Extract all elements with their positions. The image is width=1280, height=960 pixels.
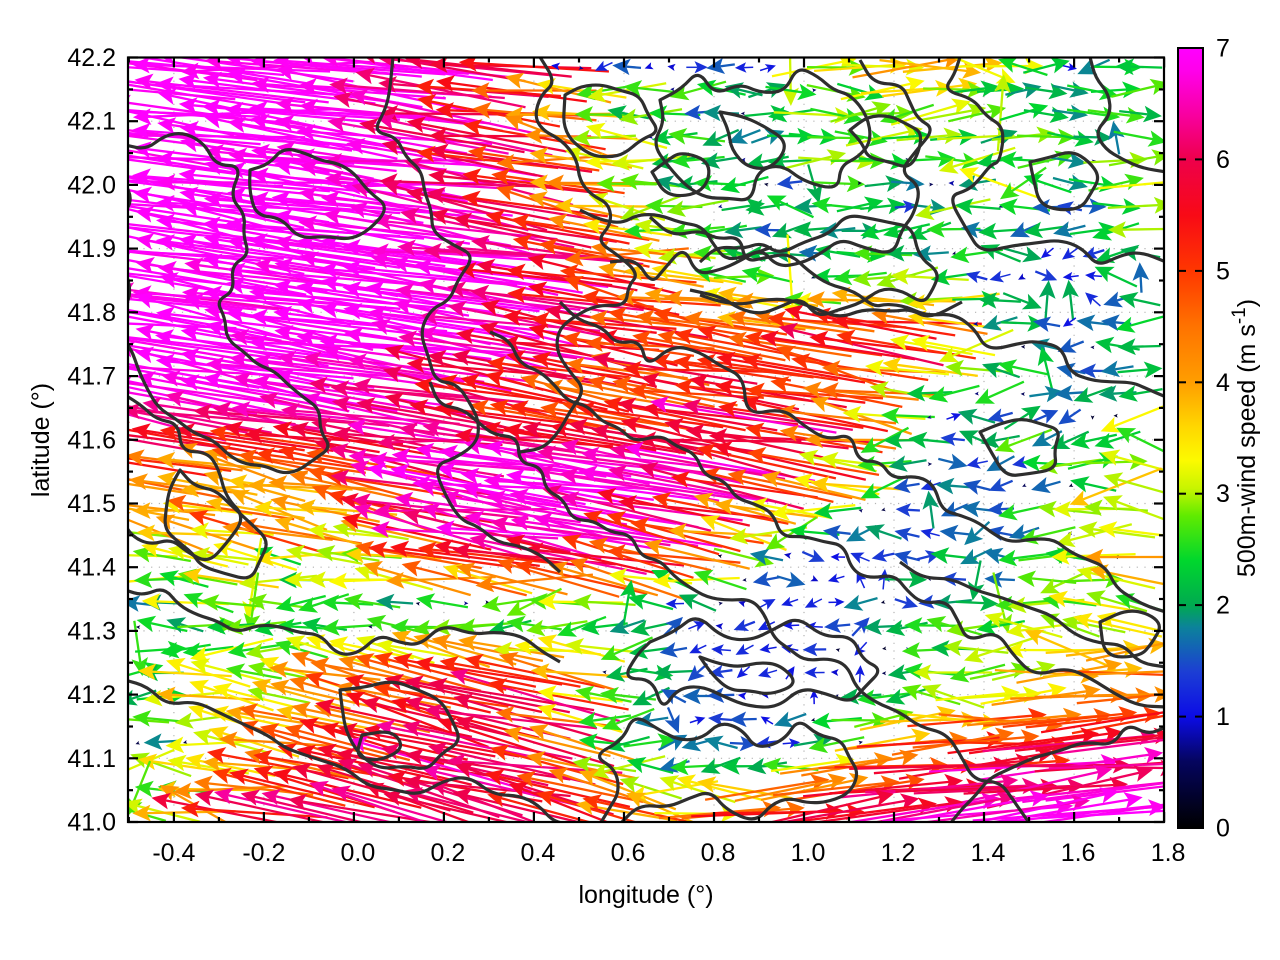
svg-text:41.4: 41.4 [67, 554, 116, 582]
svg-text:3: 3 [1216, 480, 1230, 508]
svg-text:1: 1 [1216, 703, 1230, 731]
svg-text:41.1: 41.1 [67, 745, 116, 773]
svg-text:1.6: 1.6 [1061, 839, 1096, 867]
svg-text:41.7: 41.7 [67, 363, 116, 391]
svg-text:0.4: 0.4 [521, 839, 556, 867]
svg-text:5: 5 [1216, 257, 1230, 285]
svg-text:41.6: 41.6 [67, 426, 116, 454]
svg-text:0.2: 0.2 [431, 839, 466, 867]
svg-text:longitude (°): longitude (°) [578, 881, 713, 909]
svg-text:1.4: 1.4 [971, 839, 1006, 867]
svg-text:41.9: 41.9 [67, 235, 116, 263]
svg-text:6: 6 [1216, 146, 1230, 174]
svg-text:41.2: 41.2 [67, 681, 116, 709]
svg-text:0: 0 [1216, 815, 1230, 843]
svg-text:1.8: 1.8 [1151, 839, 1186, 867]
svg-text:1.2: 1.2 [881, 839, 916, 867]
svg-text:0.0: 0.0 [341, 839, 376, 867]
svg-text:0.6: 0.6 [611, 839, 646, 867]
svg-text:-0.2: -0.2 [242, 839, 285, 867]
svg-text:1.0: 1.0 [791, 839, 826, 867]
svg-text:42.0: 42.0 [67, 171, 116, 199]
svg-text:-0.4: -0.4 [152, 839, 195, 867]
svg-text:500m-wind speed (m s-1): 500m-wind speed (m s-1) [1229, 299, 1261, 577]
svg-text:41.3: 41.3 [67, 617, 116, 645]
svg-text:41.8: 41.8 [67, 299, 116, 327]
svg-text:42.2: 42.2 [67, 44, 116, 72]
svg-text:41.0: 41.0 [67, 809, 116, 837]
svg-text:41.5: 41.5 [67, 490, 116, 518]
svg-text:4: 4 [1216, 369, 1230, 397]
svg-text:2: 2 [1216, 592, 1230, 620]
svg-text:7: 7 [1216, 35, 1230, 63]
svg-text:42.1: 42.1 [67, 108, 116, 136]
svg-text:latitude (°): latitude (°) [27, 383, 55, 497]
svg-text:0.8: 0.8 [701, 839, 736, 867]
